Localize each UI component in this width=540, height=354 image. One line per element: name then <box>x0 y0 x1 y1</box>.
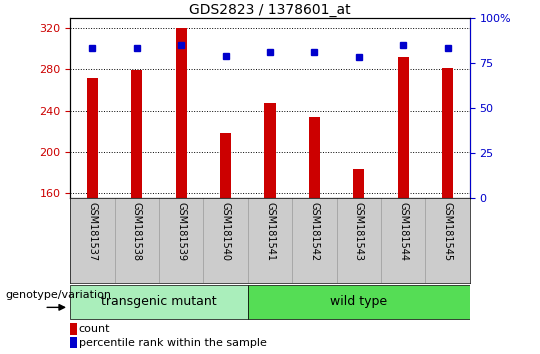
Text: percentile rank within the sample: percentile rank within the sample <box>79 338 267 348</box>
Bar <box>87 78 98 198</box>
Text: GSM181543: GSM181543 <box>354 202 364 262</box>
Text: GSM181540: GSM181540 <box>221 202 231 262</box>
Text: GSM181541: GSM181541 <box>265 202 275 262</box>
Text: genotype/variation: genotype/variation <box>5 290 111 300</box>
Text: count: count <box>79 324 110 335</box>
Bar <box>70 337 77 348</box>
Title: GDS2823 / 1378601_at: GDS2823 / 1378601_at <box>189 3 351 17</box>
Text: transgenic mutant: transgenic mutant <box>101 295 217 308</box>
Bar <box>131 70 143 198</box>
Text: GSM181544: GSM181544 <box>398 202 408 262</box>
Bar <box>265 103 275 198</box>
Bar <box>220 133 231 198</box>
Bar <box>442 68 453 198</box>
Bar <box>70 285 248 319</box>
Bar <box>176 28 187 198</box>
Text: GSM181542: GSM181542 <box>309 202 319 262</box>
Text: wild type: wild type <box>330 295 387 308</box>
Text: GSM181539: GSM181539 <box>176 202 186 262</box>
Bar <box>353 169 365 198</box>
Bar <box>248 285 470 319</box>
Text: GSM181538: GSM181538 <box>132 202 142 262</box>
Text: GSM181545: GSM181545 <box>443 202 453 262</box>
Bar <box>70 324 77 335</box>
Text: GSM181537: GSM181537 <box>87 202 97 262</box>
Bar <box>309 117 320 198</box>
Bar <box>397 57 409 198</box>
